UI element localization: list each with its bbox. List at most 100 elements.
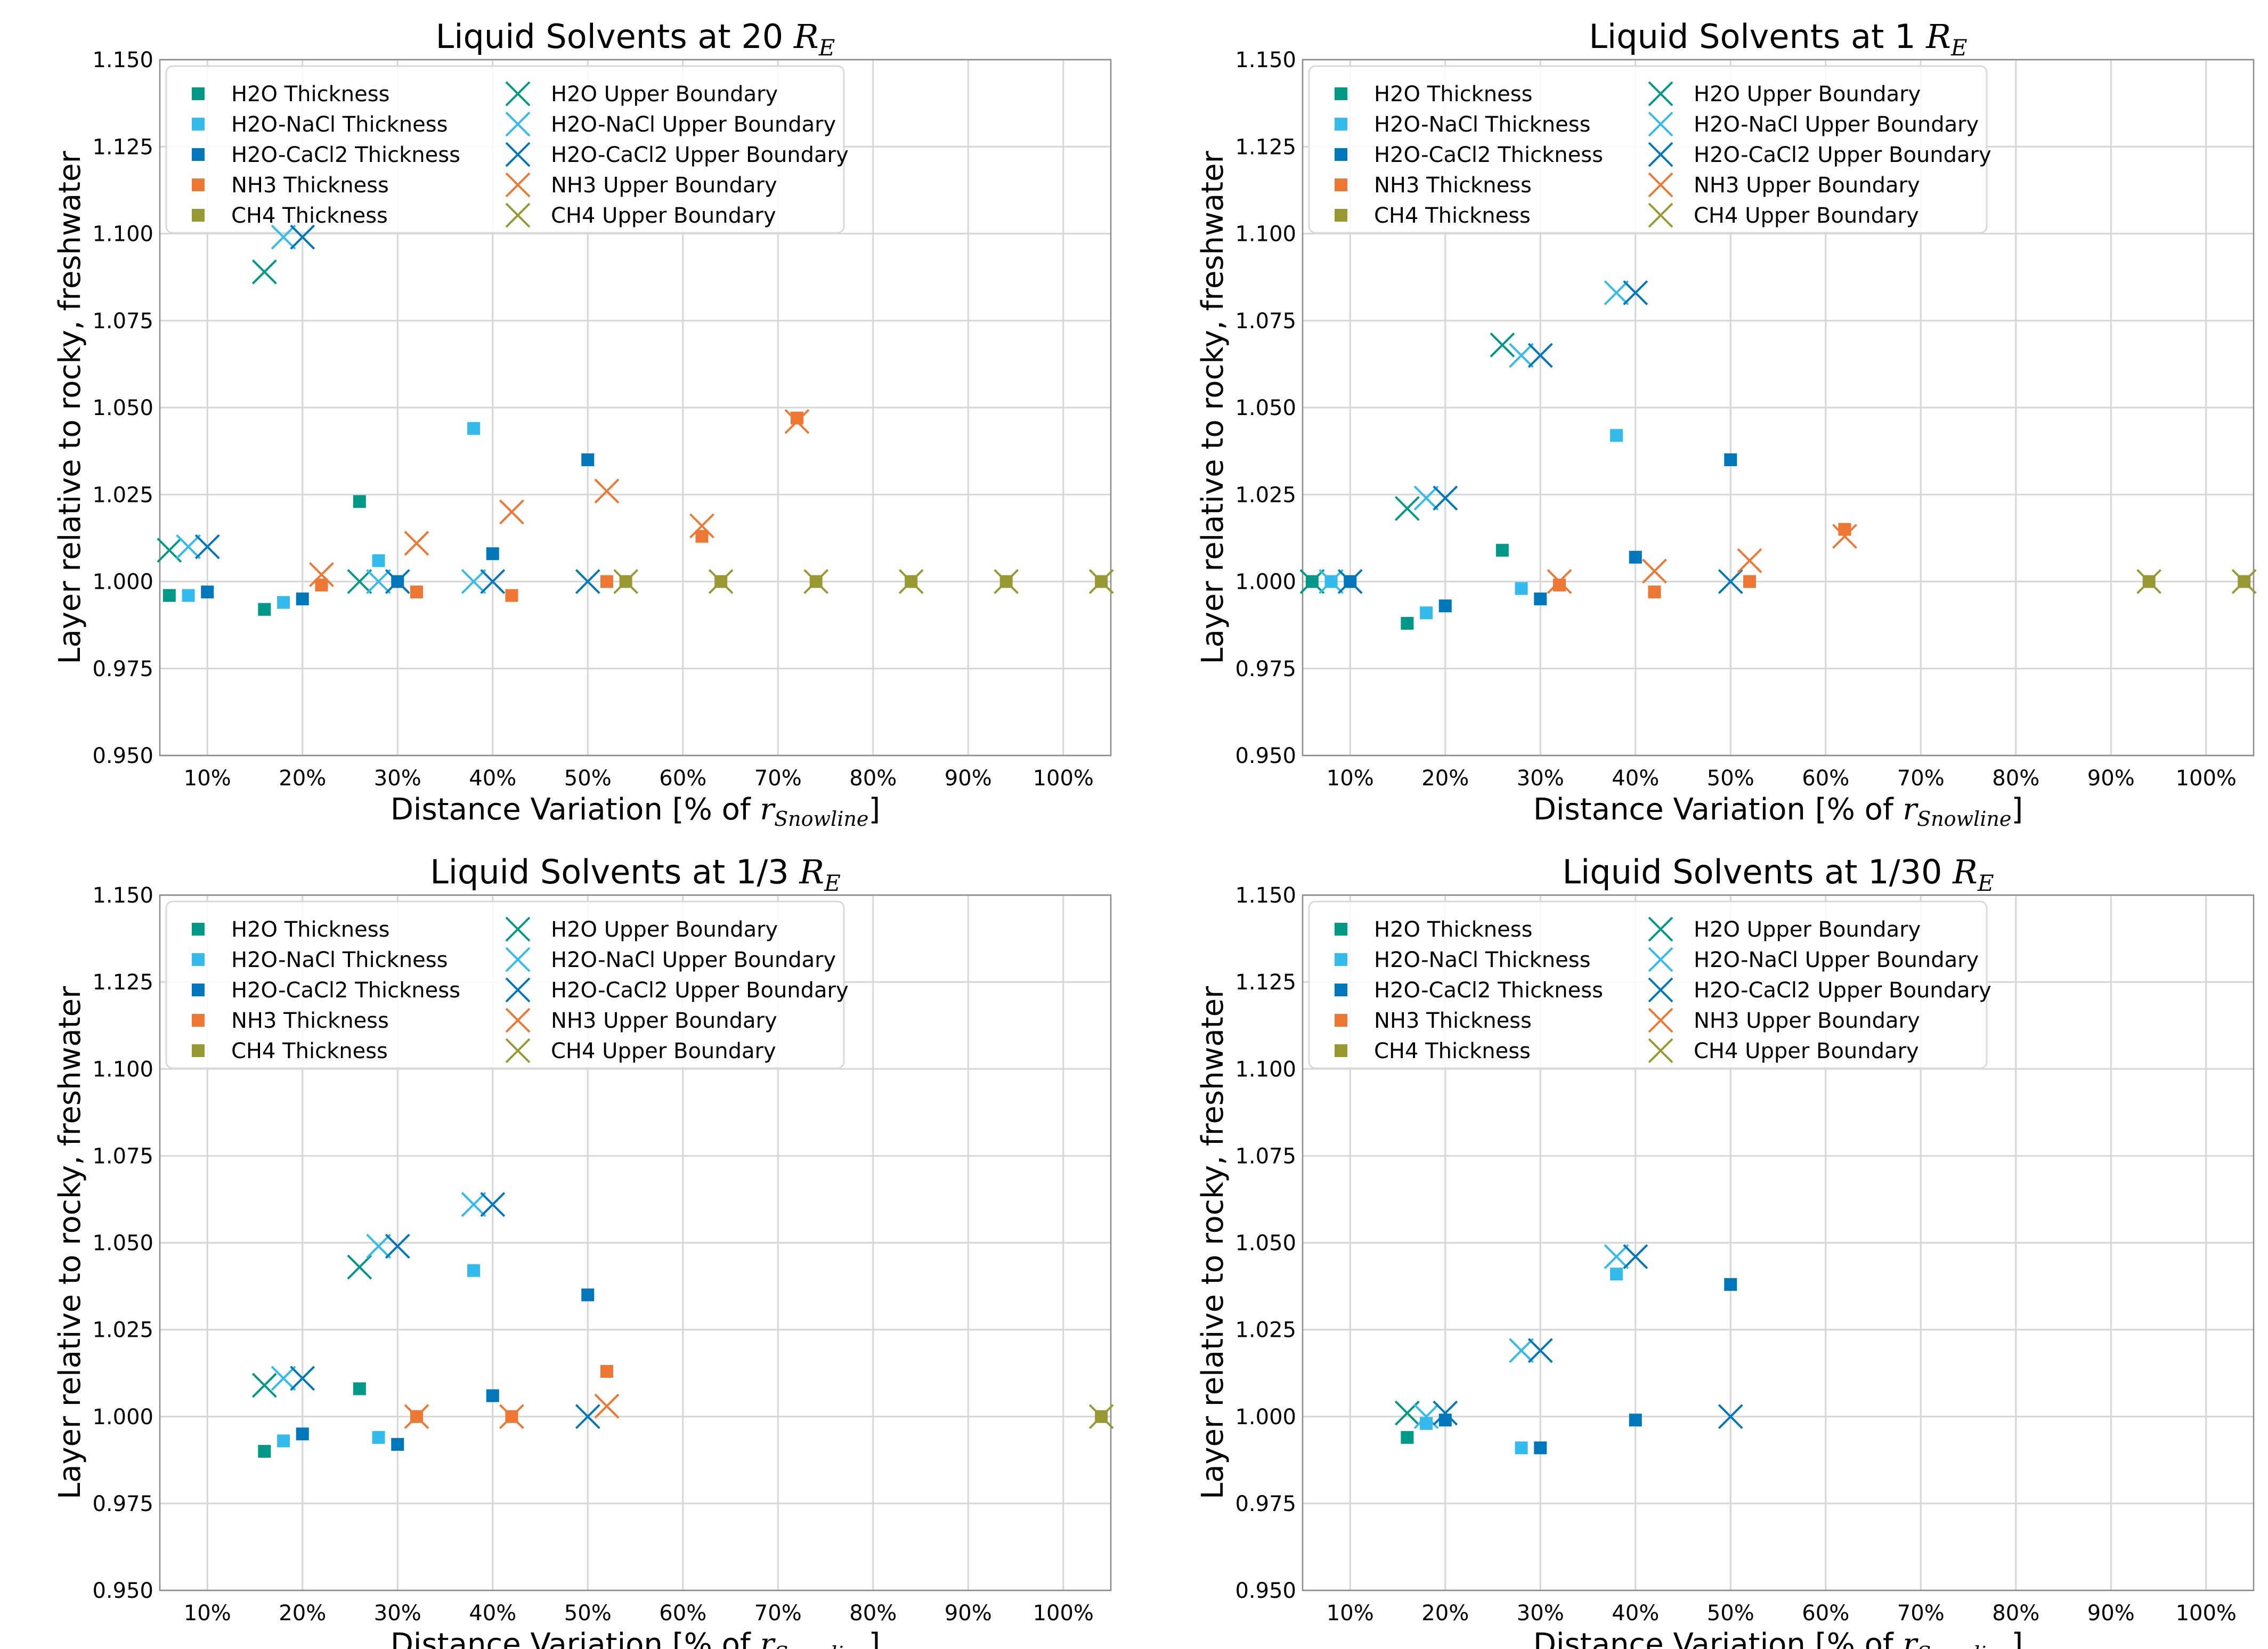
x-tick-label: 10% — [1327, 1601, 1374, 1626]
data-point-x — [499, 499, 524, 525]
data-point-square — [182, 589, 195, 602]
y-tick-label: 1.025 — [92, 483, 153, 507]
x-tick-label: 20% — [279, 766, 326, 791]
data-point-square — [695, 530, 709, 543]
data-point-square — [1401, 616, 1414, 630]
legend-label: H2O-NaCl Upper Boundary — [551, 112, 836, 137]
legend-label: CH4 Upper Boundary — [551, 1039, 776, 1063]
legend-marker-square — [1335, 923, 1347, 936]
chart-title: Liquid Solvents at 1/3 RE — [430, 852, 841, 896]
legend-entry: CH4 Upper Boundary — [505, 1038, 776, 1063]
legend-marker-square — [192, 209, 205, 222]
data-point-x — [1394, 495, 1420, 521]
x-tick-label: 20% — [1421, 1601, 1469, 1626]
legend-label: NH3 Thickness — [1374, 1009, 1532, 1033]
x-tick-label: 40% — [1612, 1601, 1659, 1626]
data-point-x — [366, 569, 391, 594]
data-point-x — [613, 569, 639, 594]
y-tick-label: 1.150 — [92, 48, 153, 72]
series-nh3-thickness — [1552, 523, 1851, 599]
data-point-square — [1838, 523, 1851, 536]
x-tick-label: 60% — [1802, 766, 1849, 791]
data-point-square — [1610, 429, 1623, 442]
data-point-square — [1515, 582, 1528, 595]
legend-entry: CH4 Thickness — [1335, 204, 1531, 228]
legend-entry: CH4 Thickness — [1335, 1039, 1531, 1063]
y-tick-label: 1.100 — [1235, 1057, 1296, 1082]
x-tick-label: 50% — [1707, 766, 1754, 791]
series-nh3-thickness — [410, 1364, 613, 1423]
data-point-x — [1319, 569, 1344, 594]
data-point-square — [296, 1427, 309, 1441]
legend-label: NH3 Upper Boundary — [551, 173, 777, 198]
series-h2o-cacl2-thickness — [1438, 1278, 1737, 1455]
data-point-x — [898, 569, 924, 594]
x-tick-label: 90% — [945, 766, 992, 791]
legend-marker-x — [1648, 142, 1673, 167]
data-point-square — [505, 589, 518, 602]
y-tick-label: 0.950 — [1235, 744, 1296, 768]
legend-entry: CH4 Upper Boundary — [1648, 1038, 1919, 1063]
data-point-x — [1737, 548, 1762, 573]
series-h2o-cacl2-thickness — [296, 1288, 595, 1451]
data-point-x — [1490, 332, 1515, 358]
legend-label: H2O Upper Boundary — [551, 82, 778, 107]
legend-marker-x — [1648, 81, 1673, 107]
y-tick-label: 1.000 — [1235, 570, 1296, 595]
y-tick-label: 1.025 — [1235, 1318, 1296, 1343]
series-h2o-thickness — [1305, 543, 1509, 630]
data-point-square — [258, 1445, 271, 1458]
y-tick-label: 1.000 — [92, 1405, 153, 1429]
legend-label: CH4 Thickness — [1374, 1039, 1531, 1063]
legend-label: CH4 Thickness — [1374, 204, 1531, 228]
legend-marker-x — [505, 142, 531, 167]
chart-panel-1: Liquid Solvents at 20 RE 10% 20% 30% 40% 50% 6… — [53, 17, 1114, 831]
legend-label: NH3 Upper Boundary — [551, 1009, 777, 1033]
series-nh3-upper-boundary — [404, 1393, 620, 1429]
legend-entry: H2O-NaCl Thickness — [192, 948, 448, 972]
x-tick-label: 40% — [1612, 766, 1659, 791]
x-axis-label: Distance Variation [% of rSnowline] — [391, 792, 880, 831]
chart-panel-3: Liquid Solvents at 1/3 RE 10% 20% 30% 40% 50%… — [53, 852, 1114, 1649]
legend-entry: H2O-NaCl Thickness — [1335, 948, 1590, 972]
legend-marker-x — [1648, 172, 1673, 198]
plot-frame — [1302, 59, 2255, 757]
data-point-square — [372, 554, 385, 567]
data-point-x — [2231, 569, 2257, 594]
data-point-x — [347, 569, 372, 594]
data-point-x — [594, 478, 620, 504]
data-point-x — [461, 1192, 486, 1217]
series-h2o-thickness — [1401, 1431, 1414, 1444]
data-point-square — [486, 1389, 499, 1402]
x-tick-label: 40% — [469, 1601, 516, 1626]
chart-panel-2: Liquid Solvents at 1 RE 10% 20% 30% 40% 50% 60… — [1196, 17, 2257, 831]
legend-label: H2O Upper Boundary — [1694, 82, 1921, 107]
x-tick-label: 50% — [564, 766, 612, 791]
legend-label: NH3 Thickness — [231, 1009, 389, 1033]
legend-label: H2O Thickness — [1374, 82, 1532, 107]
x-tick-label: 30% — [374, 766, 421, 791]
series-h2o-upper-boundary — [251, 1254, 372, 1398]
y-tick-label: 0.975 — [1235, 657, 1296, 681]
data-point-square — [1495, 543, 1509, 557]
legend-label: H2O Thickness — [231, 917, 389, 942]
y-tick-label: 0.950 — [1235, 1579, 1296, 1603]
data-point-square — [486, 547, 499, 561]
legend-marker-square — [192, 178, 205, 191]
chart-title: Liquid Solvents at 20 RE — [436, 17, 835, 61]
y-tick-label: 1.050 — [1235, 1231, 1296, 1256]
legend-marker-square — [192, 148, 205, 161]
data-point-square — [1438, 599, 1452, 613]
legend-entry: H2O-CaCl2 Upper Boundary — [505, 142, 849, 167]
data-point-square — [1420, 606, 1433, 620]
data-point-x — [2136, 569, 2162, 594]
legend-entry: H2O Upper Boundary — [505, 81, 778, 107]
x-tick-label: 60% — [659, 1601, 706, 1626]
legend-entry: H2O-NaCl Thickness — [1335, 112, 1590, 137]
y-tick-label: 1.050 — [92, 1231, 153, 1256]
legend-label: H2O-CaCl2 Upper Boundary — [1694, 143, 1991, 167]
y-tick-label: 0.975 — [92, 1492, 153, 1516]
legend-box — [165, 900, 845, 1069]
data-point-x — [1509, 343, 1534, 368]
legend-marker-square — [1335, 953, 1347, 966]
